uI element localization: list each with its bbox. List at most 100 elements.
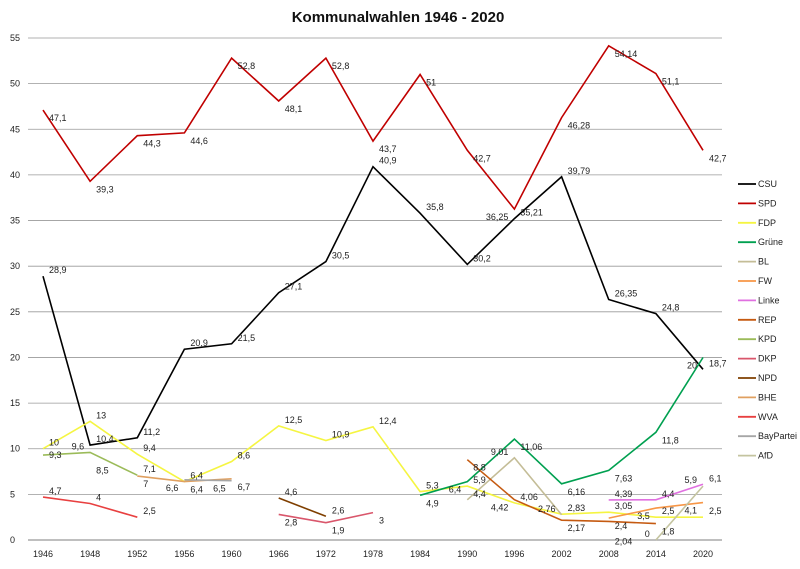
legend: CSU SPD FDP Grüne BL FW Linke REP KPD DKP NPD BHE WV…: [738, 179, 797, 461]
x-tick-label: 1996: [504, 549, 524, 559]
data-label: 3: [379, 516, 384, 526]
y-tick-label: 35: [10, 216, 20, 226]
x-tick-label: 2002: [552, 549, 572, 559]
data-label: 52,8: [238, 61, 256, 71]
data-label: 3,05: [615, 501, 633, 511]
data-label: 12,4: [379, 416, 397, 426]
series-line-csu: [42, 165, 704, 446]
series-line-baypartei: [184, 479, 232, 482]
data-label: 9,01: [491, 447, 509, 457]
data-label: 12,5: [285, 415, 303, 425]
data-label: 8,5: [96, 465, 109, 475]
legend-label: AfD: [758, 451, 774, 461]
data-label: 44,6: [190, 136, 208, 146]
y-tick-label: 55: [10, 33, 20, 43]
legend-label: Linke: [758, 295, 780, 305]
data-label: 3,5: [637, 511, 650, 521]
data-label: 8,6: [238, 451, 251, 461]
data-label: 1,9: [332, 526, 345, 536]
x-tick-label: 1956: [174, 549, 194, 559]
data-label: 2,8: [285, 517, 298, 527]
data-label: 21,5: [238, 333, 256, 343]
data-label: 10,9: [332, 430, 350, 440]
x-tick-label: 1984: [410, 549, 430, 559]
data-label: 30,5: [332, 251, 350, 261]
series-line-dkp: [278, 511, 374, 524]
data-label: 10,4: [96, 434, 114, 444]
series-line-npd: [278, 497, 327, 518]
data-label: 18,7: [709, 358, 727, 368]
data-label: 2,5: [662, 506, 675, 516]
y-tick-label: 0: [10, 535, 15, 545]
data-label: 4,39: [615, 489, 633, 499]
data-label: 11,06: [520, 442, 542, 452]
legend-label: DKP: [758, 354, 777, 364]
series-line-kpd: [42, 451, 138, 476]
data-label: 13: [96, 410, 106, 420]
x-tick-label: 1966: [269, 549, 289, 559]
data-label: 6,4: [449, 485, 462, 495]
data-label: 4,42: [491, 503, 509, 513]
data-label: 11,2: [143, 427, 160, 437]
data-label: 36,25: [486, 212, 509, 222]
data-label: 44,3: [143, 139, 161, 149]
data-label: 7: [143, 479, 148, 489]
data-label: 9,4: [143, 443, 156, 453]
y-tick-label: 40: [10, 170, 20, 180]
data-label: 2,76: [538, 504, 556, 514]
data-label: 35,21: [520, 208, 543, 218]
data-label: 40,9: [379, 156, 397, 166]
data-label: 51,1: [662, 77, 680, 87]
y-tick-label: 25: [10, 307, 20, 317]
data-label: 42,7: [709, 153, 727, 163]
legend-label: BHE: [758, 392, 777, 402]
y-tick-label: 15: [10, 398, 20, 408]
data-label: 42,7: [473, 153, 491, 163]
x-axis: 1946 1948 1952 1956 1960 1966 1972 1978 1984 1990…: [33, 549, 713, 559]
data-label: 4,9: [426, 498, 439, 508]
data-label: 6,1: [709, 473, 722, 483]
data-label: 6,5: [213, 484, 226, 494]
data-label: 47,1: [49, 113, 67, 123]
y-tick-label: 45: [10, 124, 20, 134]
series-line-linke: [608, 483, 704, 501]
series-line-spd: [42, 44, 704, 211]
data-labels: 28,9 10,4 11,2 20,9 21,5 27,1 30,5 40,9 35,8 30,2…: [49, 49, 727, 547]
data-label: 7,1: [143, 464, 156, 474]
data-label: 4,1: [685, 506, 698, 516]
data-label: 2,17: [568, 523, 586, 533]
data-label: 6,4: [190, 485, 203, 495]
data-label: 2,5: [709, 506, 722, 516]
data-label: 5,3: [426, 481, 439, 491]
x-tick-label: 1978: [363, 549, 383, 559]
data-label: 9,3: [49, 450, 62, 460]
data-label: 52,8: [332, 61, 350, 71]
series-line-afd: [655, 485, 704, 541]
chart-title: Kommunalwahlen 1946 - 2020: [292, 9, 505, 26]
y-tick-label: 10: [10, 444, 20, 454]
legend-label: Grüne: [758, 237, 783, 247]
x-tick-label: 2014: [646, 549, 666, 559]
series-line-rep: [466, 459, 656, 525]
x-tick-label: 1990: [457, 549, 477, 559]
legend-label: BayPartei: [758, 431, 797, 441]
legend-label: BL: [758, 257, 769, 267]
y-tick-label: 20: [10, 352, 20, 362]
data-label: 43,7: [379, 144, 397, 154]
series-line-fdp: [42, 420, 703, 518]
data-label: 4: [96, 493, 101, 503]
data-label: 20: [687, 361, 697, 371]
x-tick-label: 1972: [316, 549, 336, 559]
data-label: 4,4: [473, 489, 486, 499]
y-axis: 0 5 10 15 20 25 30 35 40 45 50 55: [10, 33, 20, 545]
data-label: 11,8: [662, 435, 679, 445]
data-label: 4,7: [49, 486, 62, 496]
data-label: 2,4: [615, 521, 628, 531]
data-label: 0: [645, 529, 650, 539]
legend-label: CSU: [758, 179, 777, 189]
series-lines: [42, 44, 704, 541]
series-line-grüne: [419, 357, 704, 497]
data-label: 24,8: [662, 303, 680, 313]
data-label: 27,1: [285, 282, 303, 292]
